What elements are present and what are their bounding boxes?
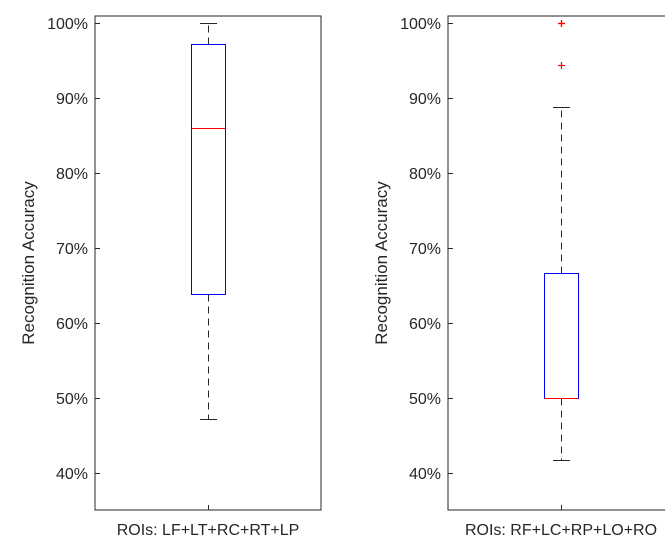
- right-ytick-label: 60%: [409, 316, 441, 333]
- right-ytick-label: 90%: [409, 91, 441, 108]
- left-ytick-label: 70%: [56, 241, 88, 258]
- right-boxplot-panel: 40% 50% 60% 70% 80% 90% 100% ROIs: RF+LC+RP+LO+…: [372, 15, 665, 539]
- right-outlier-marker: [558, 20, 565, 27]
- left-ytick-label: 40%: [56, 466, 88, 483]
- right-iqr-box: [544, 273, 579, 399]
- right-y-axis-label: Recognition Accuracy: [372, 181, 391, 345]
- left-ytick-label: 100%: [47, 16, 88, 33]
- left-iqr-box: [191, 44, 226, 295]
- left-y-axis-label: Recognition Accuracy: [19, 181, 38, 345]
- left-axes-frame: [94, 15, 322, 511]
- right-ytick-label: 50%: [409, 391, 441, 408]
- right-axes-frame: [447, 15, 665, 511]
- right-ytick-label: 70%: [409, 241, 441, 258]
- right-ytick-label: 40%: [409, 466, 441, 483]
- right-category-label: ROIs: RF+LC+RP+LO+RO: [465, 522, 657, 539]
- right-outlier-marker: [558, 62, 565, 69]
- left-category-label: ROIs: LF+LT+RC+RT+LP: [117, 522, 300, 539]
- left-boxplot-panel: 40% 50% 60% 70% 80% 90% 100% ROIs: LF+LT+RC+RT+…: [19, 15, 322, 539]
- right-ytick-label: 80%: [409, 166, 441, 183]
- left-ytick-label: 80%: [56, 166, 88, 183]
- left-ytick-label: 90%: [56, 91, 88, 108]
- left-ytick-label: 60%: [56, 316, 88, 333]
- right-ytick-label: 100%: [400, 16, 441, 33]
- left-ytick-label: 50%: [56, 391, 88, 408]
